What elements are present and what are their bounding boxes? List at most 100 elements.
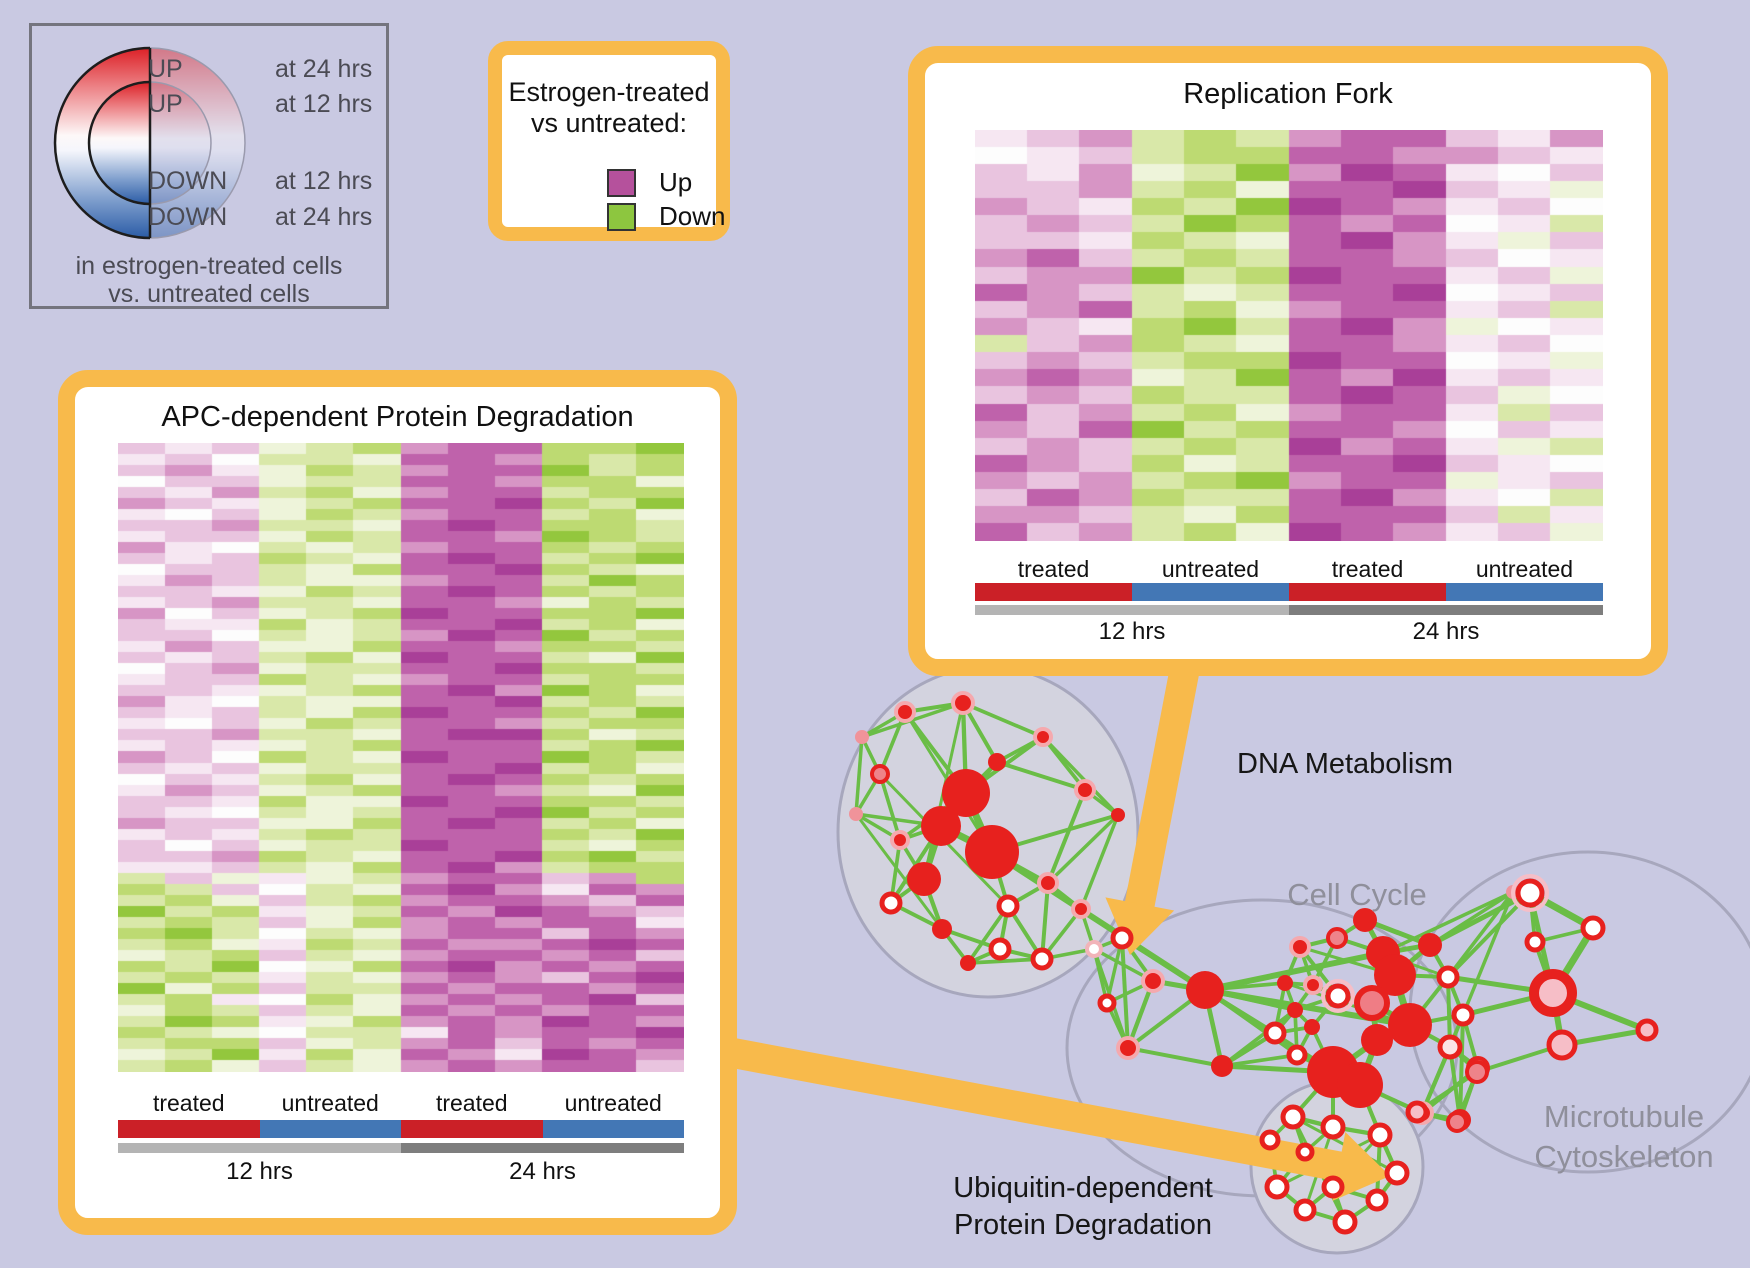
flow-arrow-shaft xyxy=(1124,665,1200,911)
treated-bar xyxy=(1289,583,1446,601)
network-edge xyxy=(1446,891,1532,979)
panel-title: APC-dependent Protein Degradation xyxy=(161,401,634,433)
network-node xyxy=(1529,969,1577,1017)
microtubule-cytoskeleton-label: Microtubule Cytoskeleton xyxy=(1464,1097,1750,1177)
network-node xyxy=(1332,1209,1358,1235)
network-edge xyxy=(1221,1053,1298,1068)
network-node xyxy=(1353,908,1377,932)
network-edge xyxy=(1046,813,1120,885)
bar-24hrs xyxy=(401,1143,684,1153)
estrogen-legend-title-line1: Estrogen-treated xyxy=(508,77,710,107)
network-node xyxy=(1111,808,1125,822)
apc-degradation-panel: APC-dependent Protein Degradation treate… xyxy=(58,370,737,1235)
network-node xyxy=(1418,933,1442,957)
down-color-swatch xyxy=(607,202,636,231)
network-node xyxy=(907,862,941,896)
network-node xyxy=(1436,965,1460,989)
network-node xyxy=(1451,1003,1475,1027)
timepoint-bar xyxy=(118,1143,684,1153)
network-node xyxy=(1321,1175,1345,1199)
network-edge xyxy=(854,813,944,930)
network-node xyxy=(1295,1142,1315,1162)
time-label: at 24 hrs xyxy=(275,55,373,83)
network-node xyxy=(1325,983,1351,1009)
timepoint-bar xyxy=(975,605,1603,615)
untreated-bar xyxy=(1132,583,1289,601)
network-edge xyxy=(1382,890,1514,955)
network-node xyxy=(1280,1104,1306,1130)
condition-label: treated xyxy=(1331,556,1404,582)
condition-label: untreated xyxy=(281,1090,379,1116)
legend-row-up-24: UP at 24 hrs xyxy=(148,55,372,84)
time-label: at 24 hrs xyxy=(275,203,373,231)
timepoint-labels: 12 hrs 24 hrs xyxy=(118,1158,684,1186)
network-node-halo xyxy=(1321,979,1355,1013)
network-node xyxy=(1037,872,1059,894)
direction-label: UP xyxy=(148,55,183,83)
network-edge xyxy=(1204,950,1384,993)
condition-label: treated xyxy=(435,1090,508,1116)
network-node xyxy=(951,691,975,715)
network-edge xyxy=(962,701,1044,739)
condition-color-bar xyxy=(118,1120,684,1138)
flow-arrow-head xyxy=(1332,1132,1390,1201)
legend-footer-line2: vs. untreated cells xyxy=(108,280,310,308)
network-node xyxy=(1388,1003,1432,1047)
network-node xyxy=(1437,1034,1463,1060)
ubiquitin-label-line1: Ubiquitin-dependent xyxy=(953,1172,1213,1204)
network-node xyxy=(1320,1114,1346,1140)
network-node xyxy=(1186,971,1224,1009)
panel-title: Replication Fork xyxy=(1183,78,1393,110)
network-node xyxy=(849,807,863,821)
network-node xyxy=(1546,1029,1578,1061)
untreated-bar xyxy=(259,1120,401,1138)
down-label: Down xyxy=(659,201,726,231)
network-node xyxy=(921,806,961,846)
time-12hrs-label: 12 hrs xyxy=(1098,618,1166,645)
timepoint-labels: 12 hrs 24 hrs xyxy=(975,618,1603,646)
network-edge xyxy=(1046,789,1087,884)
network-node xyxy=(1110,926,1134,950)
network-edge xyxy=(1461,891,1515,1016)
network-node xyxy=(996,894,1020,918)
network-node xyxy=(988,937,1012,961)
network-node xyxy=(988,753,1006,771)
color-scale-legend: UP at 24 hrs UP at 12 hrs DOWN at 12 hrs DO… xyxy=(29,23,389,309)
network-node xyxy=(932,919,952,939)
network-node xyxy=(1405,1100,1429,1124)
direction-label: DOWN xyxy=(148,203,228,231)
network-node xyxy=(942,769,990,817)
network-node xyxy=(1033,727,1053,747)
network-node xyxy=(1337,1062,1383,1108)
network-node xyxy=(1367,1122,1393,1148)
flow-arrow-shaft xyxy=(725,1037,1346,1182)
estrogen-legend-title-line2: vs untreated: xyxy=(530,108,688,138)
bar-24hrs xyxy=(1289,605,1603,615)
network-node xyxy=(1354,985,1390,1021)
network-node xyxy=(1141,969,1165,993)
microtubule-label-line2: Cytoskeleton xyxy=(1534,1139,1714,1174)
treated-bar xyxy=(401,1120,543,1138)
up-label: Up xyxy=(659,167,693,197)
bar-12hrs xyxy=(975,605,1289,615)
legend-row-down-12: DOWN at 12 hrs xyxy=(148,167,372,196)
network-node xyxy=(1030,947,1054,971)
condition-labels: treated untreated treated untreated xyxy=(975,556,1603,583)
cell-cycle-label: Cell Cycle xyxy=(1287,877,1427,912)
network-node xyxy=(1211,1055,1233,1077)
network-node xyxy=(1304,1019,1320,1035)
network-node xyxy=(870,764,890,784)
network-node xyxy=(1071,899,1091,919)
untreated-bar xyxy=(542,1120,684,1138)
direction-label: UP xyxy=(148,90,183,118)
network-node xyxy=(1465,1060,1489,1084)
network-node xyxy=(1293,1198,1317,1222)
legend-row-down-24: DOWN at 24 hrs xyxy=(148,203,372,232)
network-edge xyxy=(1040,882,1050,960)
network-node xyxy=(1365,1188,1389,1212)
network-node xyxy=(1361,1024,1393,1056)
network-edge xyxy=(967,957,1043,965)
estrogen-legend: Estrogen-treated vs untreated: Up Down xyxy=(488,41,730,241)
